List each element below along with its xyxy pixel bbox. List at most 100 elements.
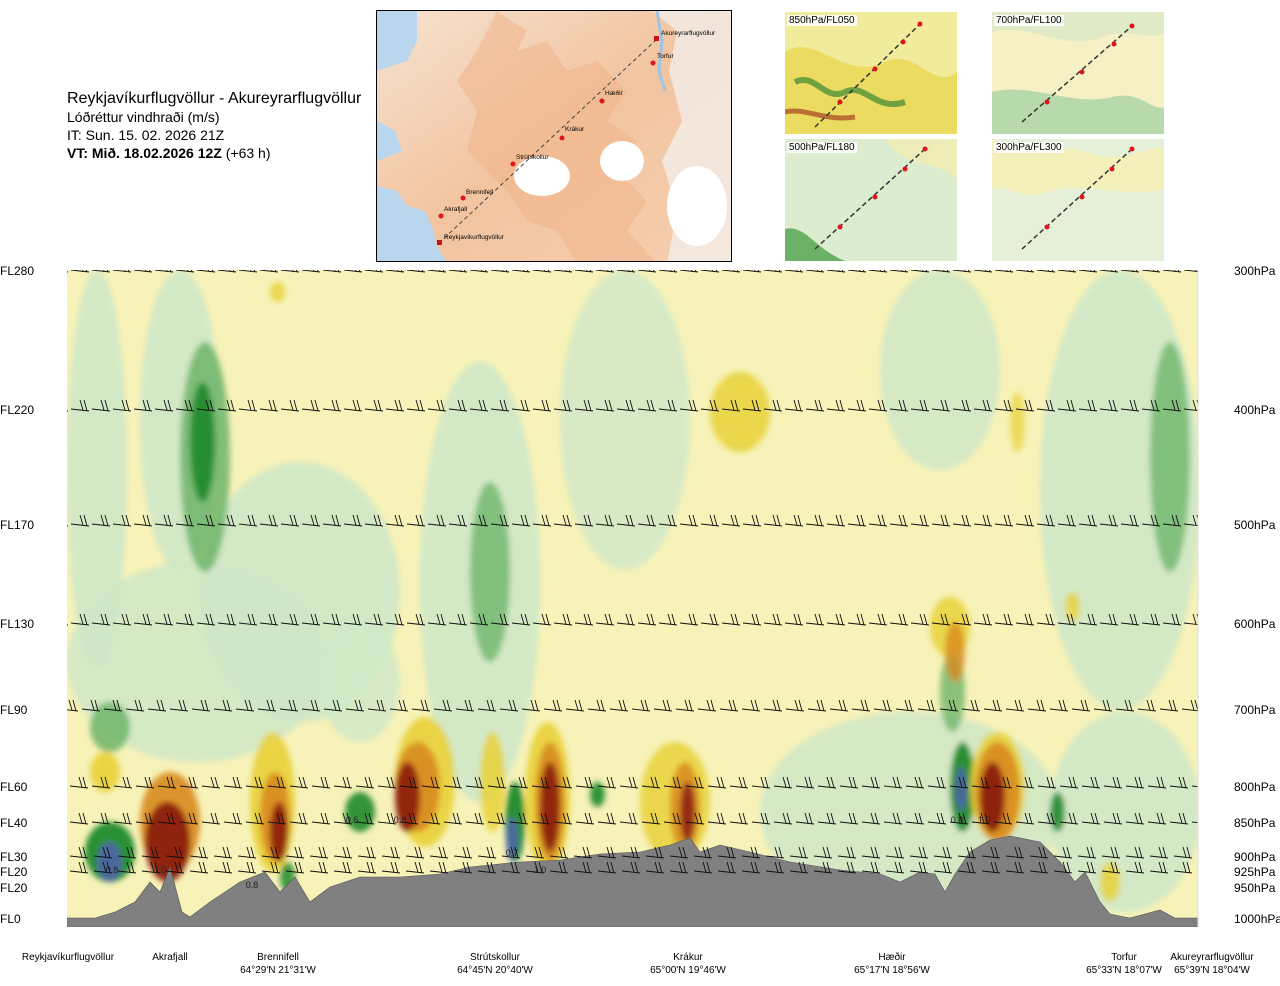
wind-barb xyxy=(355,776,375,789)
wind-barb xyxy=(217,613,237,626)
wind-barb xyxy=(851,699,871,712)
wind-barb xyxy=(511,270,531,273)
wind-barb xyxy=(385,613,405,626)
wind-barb xyxy=(742,514,762,527)
wind-barb xyxy=(333,776,353,789)
wind-barb xyxy=(1125,812,1145,825)
wind-barb xyxy=(1169,812,1189,825)
wind-barb xyxy=(477,846,497,859)
wind-barb xyxy=(847,270,867,273)
wind-barb xyxy=(112,270,132,273)
pressure-level-tick: 925hPa xyxy=(1234,865,1276,879)
wind-barb xyxy=(741,699,761,712)
wind-barb xyxy=(1120,613,1140,626)
wind-barb xyxy=(154,613,174,626)
waypoint-coord: 65°17'N 18°56'W xyxy=(854,965,930,976)
wind-barb xyxy=(125,699,145,712)
wind-barb xyxy=(67,525,69,527)
wind-barb xyxy=(1057,613,1077,626)
wind-barb xyxy=(765,861,785,874)
wind-barb xyxy=(169,699,189,712)
wind-barb xyxy=(909,861,929,874)
wind-barb xyxy=(549,846,569,859)
wind-barb xyxy=(238,514,258,527)
wind-barb xyxy=(69,776,89,789)
wind-barb xyxy=(957,861,977,874)
wind-barb xyxy=(113,776,133,789)
route-map-svg: Akureyrarflugvöllur Torfur Hæðir Krákur … xyxy=(377,11,731,261)
wind-barb xyxy=(511,613,531,626)
waypoint-name: Akrafjall xyxy=(152,952,188,963)
wind-barb xyxy=(1027,699,1047,712)
contour-blob xyxy=(980,762,1005,832)
wind-barb xyxy=(574,514,594,527)
wind-barb xyxy=(1093,699,1113,712)
wind-barb xyxy=(679,399,699,412)
wind-barb xyxy=(889,399,909,412)
contour-blob xyxy=(270,802,288,862)
wind-barb xyxy=(707,776,727,789)
wind-barb xyxy=(927,812,947,825)
pressure-level-tick: 300hPa xyxy=(1234,264,1276,278)
wind-barb xyxy=(973,613,993,626)
wind-barb xyxy=(595,270,615,273)
flight-level-tick: FL170 xyxy=(0,518,34,532)
wind-barb xyxy=(931,270,951,273)
wind-barb xyxy=(1036,613,1056,626)
wind-barb xyxy=(309,846,329,859)
wind-barb xyxy=(1015,399,1035,412)
wind-barb xyxy=(322,270,342,273)
wind-barb xyxy=(763,514,783,527)
wind-barb xyxy=(237,861,257,874)
wind-barb xyxy=(280,613,300,626)
contour-blob xyxy=(90,702,130,752)
wind-barb xyxy=(469,270,489,273)
wind-barb xyxy=(826,613,846,626)
wind-barb xyxy=(717,846,737,859)
wind-barb xyxy=(813,861,833,874)
contour-blob xyxy=(1050,792,1065,832)
waypoint-name: Strútskollur xyxy=(470,952,521,963)
wind-barb xyxy=(861,861,881,874)
wind-barb xyxy=(597,776,617,789)
wind-barb xyxy=(847,399,867,412)
wind-barb xyxy=(357,846,377,859)
wind-barb xyxy=(323,699,343,712)
wind-barb xyxy=(1101,861,1121,874)
flight-level-tick: FL60 xyxy=(0,780,28,794)
wind-barb xyxy=(213,699,233,712)
wind-barb xyxy=(399,812,419,825)
wind-barb xyxy=(658,399,678,412)
wind-barb xyxy=(619,812,639,825)
core-value-label: 1.0 xyxy=(154,865,167,875)
wind-barb xyxy=(1169,776,1189,789)
wind-barb xyxy=(957,846,977,859)
wind-barb xyxy=(465,776,485,789)
map-label-akureyri: Akureyrarflugvöllur xyxy=(661,30,716,37)
wind-barb xyxy=(717,861,737,874)
waypoint-label: Strútskollur 64°45'N 20°40'W xyxy=(457,952,533,976)
wind-barb xyxy=(191,699,211,712)
wind-barb xyxy=(429,861,449,874)
wind-barb xyxy=(1191,821,1198,824)
wind-barb xyxy=(868,514,888,527)
wind-barb xyxy=(1141,399,1161,412)
waypoint-label: Krákur 65°00'N 19°46'W xyxy=(650,952,726,976)
wind-barb xyxy=(939,699,959,712)
wind-barb xyxy=(112,613,132,626)
wind-barb xyxy=(931,399,951,412)
wind-barb xyxy=(1149,846,1169,859)
wind-barb xyxy=(465,812,485,825)
waypoint-coord: 64°29'N 21°31'W xyxy=(240,965,316,976)
wind-barb xyxy=(981,861,1001,874)
wind-barb xyxy=(67,699,79,712)
wind-barb xyxy=(238,399,258,412)
wind-barb xyxy=(1053,846,1073,859)
wind-barb xyxy=(196,514,216,527)
wind-barb xyxy=(309,861,329,874)
wind-barb xyxy=(1049,699,1069,712)
wind-barb xyxy=(700,270,720,273)
wind-barb xyxy=(1183,270,1198,273)
core-value-label: 1.0 xyxy=(978,815,991,825)
wind-barb xyxy=(175,399,195,412)
